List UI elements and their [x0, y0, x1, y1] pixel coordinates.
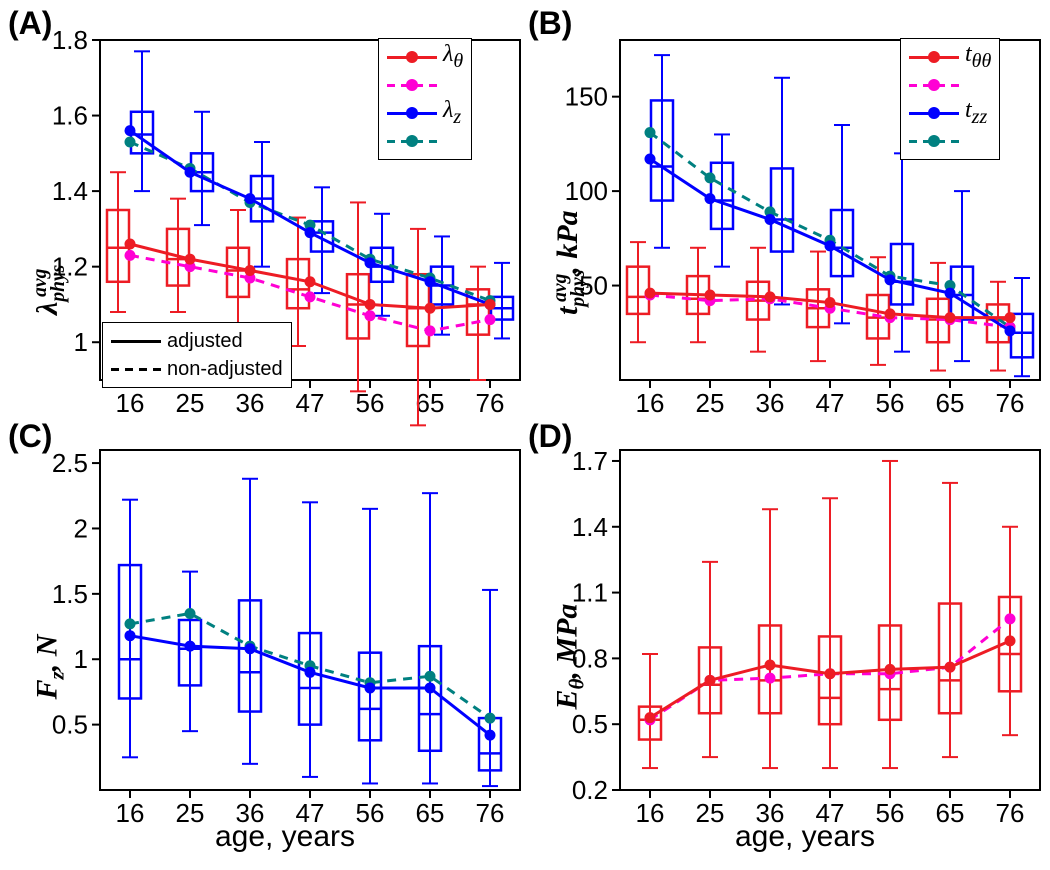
panel-a-legend-series: λθ λz	[378, 38, 472, 160]
svg-text:76: 76	[476, 798, 505, 828]
svg-text:1.8: 1.8	[52, 25, 88, 55]
svg-text:16: 16	[636, 798, 665, 828]
svg-text:1.6: 1.6	[52, 101, 88, 131]
svg-text:36: 36	[756, 388, 785, 418]
panel-d-ylabel: Eθ, MPa	[551, 550, 590, 710]
svg-text:1: 1	[74, 644, 88, 674]
panel-b-legend: tθθ tzz	[900, 38, 1000, 160]
svg-text:2.5: 2.5	[52, 448, 88, 478]
svg-text:76: 76	[996, 798, 1025, 828]
panel-a-legend-style: adjusted non-adjusted	[102, 322, 292, 388]
svg-text:36: 36	[236, 388, 265, 418]
svg-text:25: 25	[696, 388, 725, 418]
panel-d: 0.20.50.81.11.41.716253647566576	[530, 420, 1050, 850]
svg-text:0.5: 0.5	[572, 709, 608, 739]
svg-text:16: 16	[116, 798, 145, 828]
svg-text:16: 16	[116, 388, 145, 418]
svg-text:47: 47	[816, 388, 845, 418]
svg-text:0.5: 0.5	[52, 710, 88, 740]
svg-text:1.7: 1.7	[572, 446, 608, 476]
svg-text:65: 65	[936, 798, 965, 828]
svg-text:1: 1	[74, 327, 88, 357]
svg-text:47: 47	[296, 388, 325, 418]
legend-nonadjusted-label: non-adjusted	[167, 358, 283, 381]
panel-c: 0.511.522.516253647566576	[10, 420, 530, 850]
figure-root: (A) (B) (C) (D) 11.21.41.61.816253647566…	[0, 0, 1050, 870]
panel-b-ylabel: tphysavg, kPa	[550, 135, 590, 315]
svg-text:56: 56	[356, 388, 385, 418]
svg-text:56: 56	[876, 388, 905, 418]
svg-text:76: 76	[476, 388, 505, 418]
svg-text:25: 25	[176, 388, 205, 418]
panel-c-xlabel: age, years	[185, 820, 385, 854]
svg-text:65: 65	[416, 798, 445, 828]
svg-text:2: 2	[74, 513, 88, 543]
panel-d-xlabel: age, years	[705, 820, 905, 854]
svg-text:1.4: 1.4	[572, 512, 608, 542]
legend-adjusted-label: adjusted	[167, 330, 243, 353]
svg-text:65: 65	[936, 388, 965, 418]
svg-text:65: 65	[416, 388, 445, 418]
svg-text:150: 150	[565, 82, 608, 112]
svg-text:16: 16	[636, 388, 665, 418]
panel-a-ylabel: λphysavg	[30, 135, 70, 315]
svg-text:76: 76	[996, 388, 1025, 418]
svg-text:0.2: 0.2	[572, 775, 608, 805]
panel-c-ylabel: Fz, N	[31, 560, 70, 700]
